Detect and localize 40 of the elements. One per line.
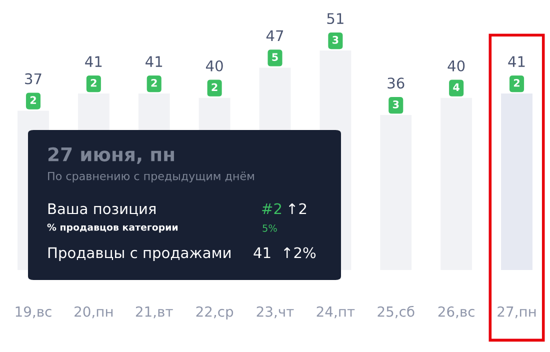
annotation: 4 [453, 83, 460, 91]
annotation: 5% [262, 224, 277, 232]
annotation: 27 июня, пн [48, 147, 174, 164]
data-label: 51 [327, 13, 344, 24]
x-tick-label: 27,пн [498, 306, 536, 318]
annotation: 5 [272, 53, 278, 62]
annotation: 2 [212, 83, 218, 91]
x-tick-label: 19,вс [16, 306, 52, 318]
x-tick-label: 22,ср [196, 306, 234, 320]
data-label: 36 [388, 78, 404, 89]
x-tick-label: 25,сб [378, 306, 414, 318]
annotation: Продавцы с продажами [48, 247, 230, 262]
data-label: 40 [206, 60, 223, 72]
x-tick-label: 24,пт [316, 306, 355, 318]
annotation: 3 [392, 100, 399, 108]
data-label: 41 [85, 56, 102, 67]
bar [440, 98, 472, 270]
data-label: 41 [146, 56, 162, 67]
x-tick-label: 21,вт [136, 306, 173, 318]
data-label: 40 [448, 60, 465, 72]
annotation: Ваша позиция [48, 203, 156, 216]
annotation: 41 [254, 247, 270, 258]
annotation: #2 [262, 203, 282, 214]
bar [501, 94, 532, 270]
x-tick-label: 23,чт [256, 306, 294, 318]
x-tick-label: 20,пн [74, 306, 113, 318]
annotation: % продавцов категории [47, 224, 178, 233]
annotation: 2 [30, 96, 36, 104]
annotation: 3 [332, 36, 338, 44]
annotation: По сравнению с предыдущим днём [48, 172, 254, 182]
bar [380, 115, 412, 270]
data-label: 37 [25, 73, 42, 84]
data-label: 41 [508, 56, 525, 67]
annotation: 2 [90, 78, 96, 87]
x-tick-label: 26,вс [438, 306, 474, 318]
annotation: 2 [151, 78, 157, 87]
annotation: 2 [514, 78, 520, 87]
annotation: ↑2% [284, 247, 316, 258]
data-label: 47 [266, 30, 284, 42]
annotation: ↑2 [288, 203, 306, 214]
